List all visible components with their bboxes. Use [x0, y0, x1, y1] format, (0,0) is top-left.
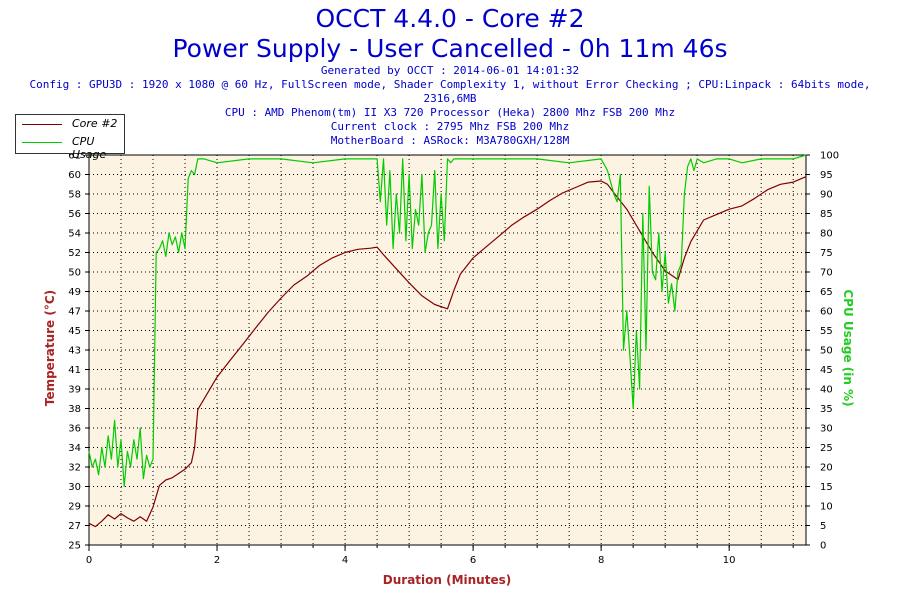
- x-tick-label: 10: [723, 555, 736, 566]
- y-tick-label: 52: [68, 248, 81, 259]
- chart-header: OCCT 4.4.0 - Core #2 Power Supply - User…: [0, 0, 900, 148]
- x-tick-label: 4: [342, 555, 348, 566]
- y-tick-label: 43: [68, 346, 81, 357]
- legend-swatch-cpu: [22, 142, 62, 143]
- config-line: Config : GPU3D : 1920 x 1080 @ 60 Hz, Fu…: [29, 78, 871, 105]
- y-tick-label: 45: [68, 326, 81, 337]
- core-temp-line: [88, 176, 807, 528]
- legend-label-core: Core #2: [72, 117, 118, 130]
- x-tick-label: 2: [214, 555, 220, 566]
- y-tick-label: 32: [68, 463, 81, 474]
- y-tick-label: 41: [68, 365, 81, 376]
- y2-tick-label: 30: [820, 424, 833, 435]
- y-tick-label: 38: [68, 404, 81, 415]
- y2-tick-label: 45: [820, 365, 833, 376]
- y-tick-label: 56: [68, 209, 81, 220]
- grid-lines: [89, 155, 806, 545]
- y-tick-label: 47: [68, 307, 81, 318]
- chart-subtitle: Power Supply - User Cancelled - 0h 11m 4…: [172, 34, 728, 63]
- y2-tick-label: 25: [820, 443, 833, 454]
- y-tick-label: 36: [68, 424, 81, 435]
- cpu-line: CPU : AMD Phenom(tm) II X3 720 Processor…: [224, 106, 676, 119]
- y2-tick-label: 70: [820, 268, 833, 279]
- y-axis-label: Temperature (°C): [43, 290, 57, 406]
- legend-swatch-core: [22, 124, 62, 125]
- y2-tick-label: 20: [820, 463, 833, 474]
- y2-axis-label: CPU Usage (in %): [841, 289, 855, 406]
- chart-title: OCCT 4.4.0 - Core #2: [315, 4, 585, 33]
- y-tick-label: 29: [68, 502, 81, 513]
- cpu-usage-line: [88, 154, 807, 488]
- y-tick-label: 30: [68, 482, 81, 493]
- legend: Core #2 CPU Usage: [15, 114, 125, 161]
- x-axis-label: Duration (Minutes): [383, 573, 511, 587]
- y-tick-label: 39: [68, 385, 81, 396]
- y2-tick-label: 40: [820, 385, 833, 396]
- generated-line: Generated by OCCT : 2014-06-01 14:01:32: [320, 64, 580, 77]
- y2-tick-label: 15: [820, 482, 833, 493]
- y2-tick-label: 0: [820, 541, 826, 552]
- y2-tick-label: 5: [820, 521, 826, 532]
- clock-line: Current clock : 2795 Mhz FSB 200 Mhz: [330, 120, 570, 133]
- x-tick-label: 0: [86, 555, 92, 566]
- y-tick-label: 25: [68, 541, 81, 552]
- y2-tick-label: 75: [820, 248, 833, 259]
- y2-tick-label: 80: [820, 229, 833, 240]
- y2-tick-label: 65: [820, 287, 833, 298]
- y2-tick-label: 95: [820, 170, 833, 181]
- y2-tick-label: 90: [820, 190, 833, 201]
- y-tick-label: 61: [68, 151, 81, 162]
- legend-item-core: Core #2: [16, 115, 124, 133]
- y-tick-label: 54: [68, 229, 81, 240]
- plot-background: [88, 154, 807, 546]
- y2-tick-label: 35: [820, 404, 833, 415]
- y-tick-label: 27: [68, 521, 81, 532]
- y-tick-label: 60: [68, 170, 81, 181]
- x-tick-label: 6: [470, 555, 476, 566]
- y2-tick-label: 55: [820, 326, 833, 337]
- y-tick-label: 34: [68, 443, 81, 454]
- legend-label-cpu: CPU Usage: [72, 135, 107, 161]
- legend-item-cpu: CPU Usage: [16, 133, 124, 161]
- y2-tick-label: 85: [820, 209, 833, 220]
- y-tick-label: 49: [68, 287, 81, 298]
- plot-area: [88, 154, 807, 546]
- y2-tick-label: 60: [820, 307, 833, 318]
- y2-tick-label: 100: [820, 151, 839, 162]
- motherboard-line: MotherBoard : ASRock: M3A780GXH/128M: [330, 134, 570, 147]
- y2-tick-label: 10: [820, 502, 833, 513]
- series-lines: [88, 154, 807, 528]
- y-tick-label: 50: [68, 268, 81, 279]
- x-tick-label: 8: [598, 555, 604, 566]
- y2-tick-label: 50: [820, 346, 833, 357]
- y-tick-label: 58: [68, 190, 81, 201]
